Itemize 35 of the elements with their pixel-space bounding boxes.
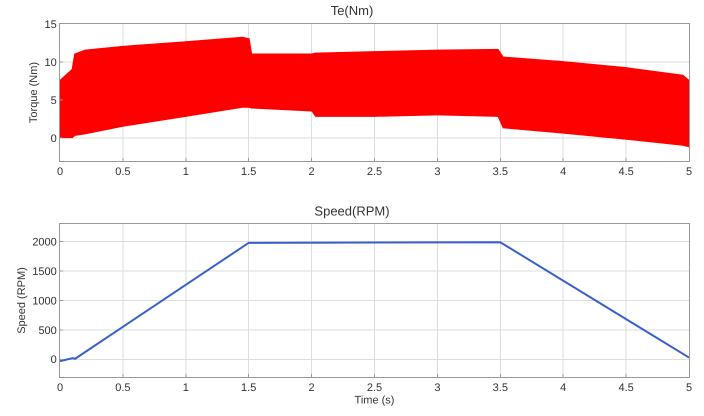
x-tick-label: 3.5 bbox=[492, 382, 508, 394]
x-tick-label: 3.5 bbox=[492, 166, 508, 178]
y-axis-title: Speed (RPM) bbox=[16, 267, 28, 334]
x-tick-label: 2 bbox=[308, 382, 315, 394]
x-tick-label: 4.5 bbox=[618, 166, 634, 178]
chart-title: Te(Nm) bbox=[330, 3, 374, 18]
x-tick-label: 2.5 bbox=[366, 382, 382, 394]
x-tick-label: 2 bbox=[308, 166, 315, 178]
line-series bbox=[60, 241, 689, 362]
y-axis-title: Torque (Nm) bbox=[28, 62, 40, 124]
x-tick-label: 0.5 bbox=[115, 382, 131, 394]
x-tick-label: 4 bbox=[560, 382, 566, 394]
chart-title: Speed(RPM) bbox=[314, 204, 390, 219]
x-tick-label: 4 bbox=[560, 166, 566, 178]
y-tick-label: 5 bbox=[50, 94, 57, 107]
x-tick-label: 1 bbox=[182, 166, 189, 178]
x-tick-label: 5 bbox=[686, 166, 692, 178]
y-tick-label: 1500 bbox=[32, 266, 57, 278]
x-tick-label: 0.5 bbox=[115, 166, 131, 178]
y-tick-label: 0 bbox=[50, 133, 57, 146]
x-tick-label: 2.5 bbox=[366, 166, 382, 178]
y-tick-label: 15 bbox=[44, 18, 57, 31]
x-tick-label: 1 bbox=[182, 382, 189, 394]
x-tick-label: 3 bbox=[434, 382, 440, 394]
x-tick-label: 5 bbox=[686, 382, 692, 394]
y-tick-label: 500 bbox=[38, 324, 57, 337]
x-tick-label: 1.5 bbox=[241, 166, 256, 178]
y-tick-label: 0 bbox=[50, 354, 57, 366]
y-tick-label: 1000 bbox=[32, 295, 57, 308]
x-tick-label: 4.5 bbox=[618, 382, 634, 394]
y-tick-label: 2000 bbox=[32, 236, 57, 248]
x-tick-label: 1.5 bbox=[241, 382, 256, 394]
x-tick-label: 3 bbox=[434, 166, 440, 178]
x-axis-title: Time (s) bbox=[354, 394, 394, 406]
y-tick-label: 10 bbox=[44, 56, 57, 69]
